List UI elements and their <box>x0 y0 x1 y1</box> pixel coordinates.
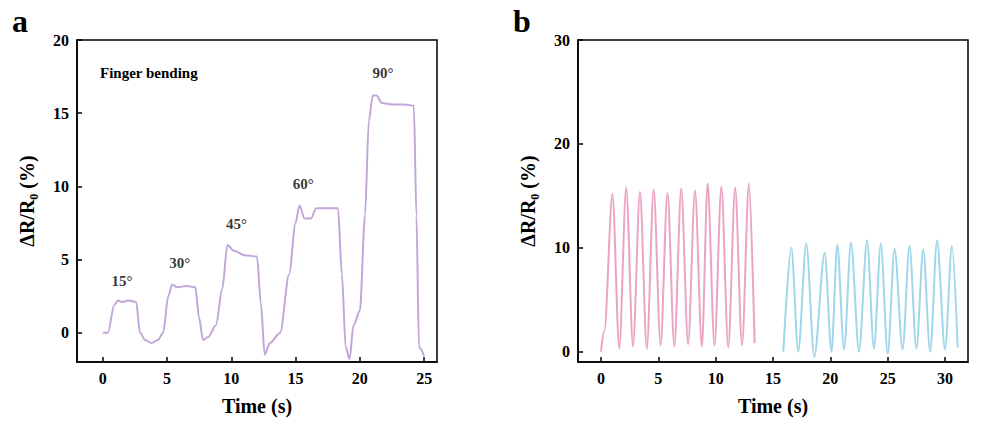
svg-text:0: 0 <box>562 343 570 360</box>
svg-text:0: 0 <box>61 324 69 341</box>
svg-text:0: 0 <box>597 370 605 387</box>
svg-text:25: 25 <box>880 370 896 387</box>
svg-text:15: 15 <box>288 370 304 387</box>
svg-text:25: 25 <box>416 370 432 387</box>
svg-text:30°: 30° <box>169 255 190 271</box>
svg-text:10: 10 <box>223 370 239 387</box>
svg-text:a: a <box>12 3 28 39</box>
svg-text:15°: 15° <box>112 273 133 289</box>
svg-text:b: b <box>513 3 531 39</box>
svg-text:5: 5 <box>654 370 662 387</box>
svg-text:5: 5 <box>61 251 69 268</box>
svg-text:60°: 60° <box>293 176 314 192</box>
svg-text:20: 20 <box>554 135 570 152</box>
svg-text:15: 15 <box>765 370 781 387</box>
svg-text:5: 5 <box>163 370 171 387</box>
svg-text:10: 10 <box>708 370 724 387</box>
svg-text:Time (s): Time (s) <box>738 395 808 418</box>
svg-text:90°: 90° <box>373 65 394 81</box>
svg-text:20: 20 <box>53 32 69 49</box>
svg-text:Finger bending: Finger bending <box>100 65 198 81</box>
svg-text:15: 15 <box>53 105 69 122</box>
svg-text:45°: 45° <box>226 216 247 232</box>
svg-text:10: 10 <box>554 239 570 256</box>
svg-text:ΔR/R₀ (%): ΔR/R₀ (%) <box>16 155 39 246</box>
svg-text:20: 20 <box>352 370 368 387</box>
svg-text:30: 30 <box>937 370 953 387</box>
svg-text:10: 10 <box>53 178 69 195</box>
svg-text:30: 30 <box>554 32 570 49</box>
svg-text:20: 20 <box>822 370 838 387</box>
svg-text:Time (s): Time (s) <box>222 395 292 418</box>
svg-text:ΔR/R₀ (%): ΔR/R₀ (%) <box>517 155 540 246</box>
svg-text:0: 0 <box>99 370 107 387</box>
